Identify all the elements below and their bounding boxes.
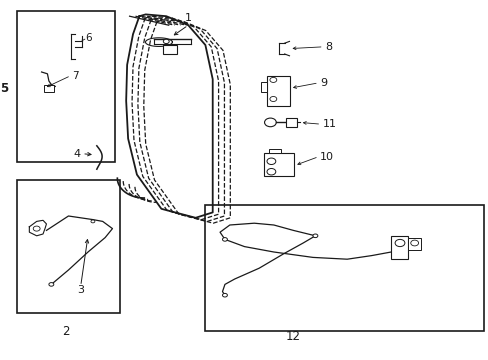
Text: 2: 2: [62, 325, 70, 338]
Bar: [205, 205, 483, 331]
Text: 4: 4: [73, 149, 81, 159]
Bar: [44, 85, 54, 92]
Circle shape: [222, 293, 227, 297]
Circle shape: [91, 220, 95, 223]
Circle shape: [269, 77, 276, 82]
Bar: [266, 76, 289, 106]
Text: 1: 1: [184, 13, 191, 23]
Text: 12: 12: [285, 330, 300, 343]
Circle shape: [49, 283, 54, 286]
Text: 6: 6: [85, 33, 92, 43]
Bar: [264, 153, 294, 176]
Bar: [17, 180, 120, 313]
Circle shape: [264, 118, 276, 127]
Circle shape: [312, 234, 317, 238]
Bar: [260, 82, 267, 92]
Bar: [407, 238, 420, 250]
Circle shape: [266, 158, 275, 165]
Bar: [390, 236, 407, 259]
Circle shape: [222, 238, 227, 241]
Text: 8: 8: [325, 42, 332, 52]
Text: 3: 3: [77, 285, 84, 295]
Bar: [268, 149, 281, 153]
Text: 7: 7: [72, 71, 79, 81]
Circle shape: [33, 226, 40, 231]
Circle shape: [269, 96, 276, 102]
Bar: [163, 45, 176, 54]
Text: 11: 11: [322, 119, 336, 129]
Text: 9: 9: [320, 78, 327, 88]
Circle shape: [410, 240, 418, 246]
Text: 5: 5: [0, 82, 9, 95]
Circle shape: [266, 168, 275, 175]
Circle shape: [394, 239, 404, 247]
Circle shape: [163, 39, 169, 44]
Bar: [285, 118, 296, 127]
Bar: [17, 11, 115, 162]
Text: 10: 10: [320, 152, 334, 162]
